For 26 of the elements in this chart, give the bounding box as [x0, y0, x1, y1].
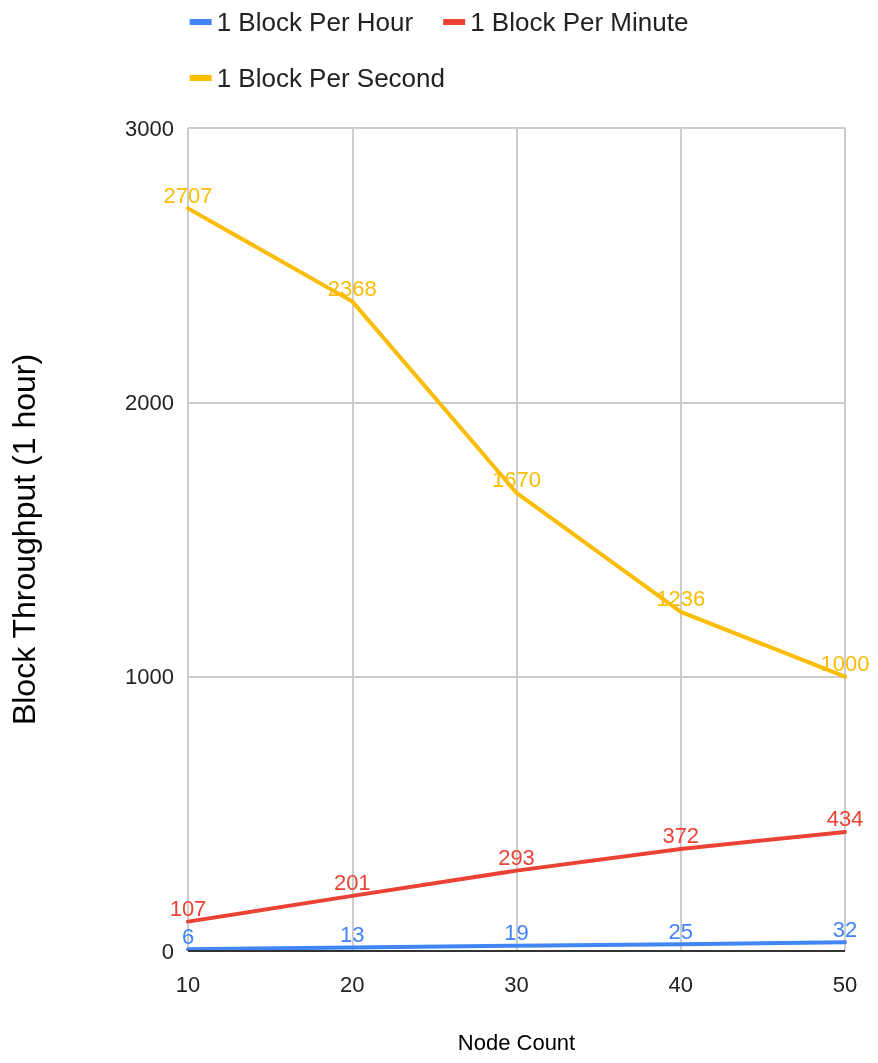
y-axis-title: Block Throughput (1 hour) [6, 353, 42, 726]
data-label: 32 [832, 916, 858, 942]
x-tick-label: 20 [340, 971, 365, 997]
x-tick-label: 40 [668, 971, 693, 997]
x-tick-label: 10 [175, 971, 201, 997]
data-label: 6 [181, 923, 195, 949]
data-label: 19 [504, 920, 529, 946]
y-tick-label: 1000 [125, 664, 174, 690]
data-label: 293 [498, 845, 535, 871]
y-tick-label: 0 [161, 938, 174, 964]
y-tick-label: 3000 [125, 115, 174, 141]
data-label: 2707 [163, 182, 213, 208]
data-label: 2368 [327, 275, 377, 301]
data-label: 201 [333, 870, 371, 896]
data-label: 25 [668, 918, 693, 944]
data-label: 13 [340, 921, 365, 947]
x-axis-title: Node Count [457, 1029, 576, 1055]
x-tick-label: 30 [504, 971, 529, 997]
legend-label: 1 Block Per Second [216, 63, 445, 93]
legend-label: 1 Block Per Hour [216, 7, 414, 37]
y-tick-label: 2000 [125, 389, 174, 415]
data-label: 434 [826, 806, 864, 832]
data-label: 107 [169, 896, 207, 922]
x-tick-label: 50 [832, 971, 858, 997]
data-label: 372 [662, 823, 700, 849]
legend-label: 1 Block Per Minute [470, 7, 689, 37]
